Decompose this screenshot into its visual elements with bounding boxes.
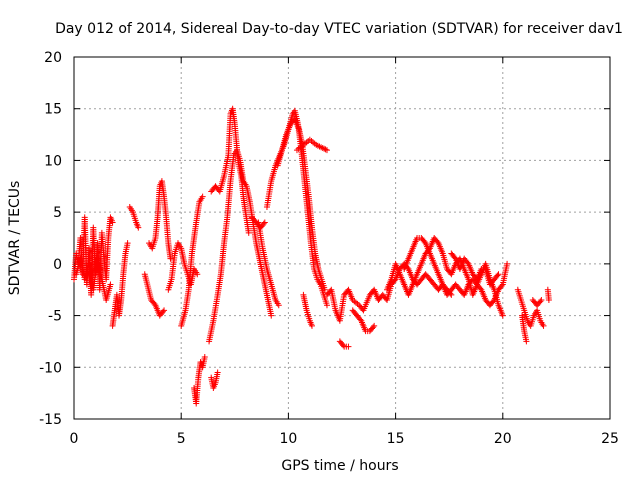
data-point	[261, 219, 268, 226]
y-tick-label: -10	[39, 360, 62, 376]
data-point	[214, 369, 221, 376]
chart-title: Day 012 of 2014, Sidereal Day-to-day VTE…	[55, 21, 623, 37]
data-point	[370, 324, 377, 331]
data-point	[523, 338, 530, 345]
x-tick-label: 10	[279, 431, 297, 447]
data-point	[498, 282, 505, 289]
x-axis-label: GPS time / hours	[281, 458, 398, 474]
y-axis-label: SDTVAR / TECUs	[7, 181, 23, 296]
data-point	[245, 229, 252, 236]
data-point	[260, 220, 267, 227]
y-tick-label: 20	[44, 50, 62, 66]
data-point	[151, 300, 158, 307]
y-tick-label: 10	[44, 153, 62, 169]
x-tick-label: 0	[70, 431, 79, 447]
data-point	[323, 302, 330, 309]
y-tick-label: 15	[44, 102, 62, 118]
data-point	[321, 145, 328, 152]
data-point	[268, 312, 275, 319]
data-point	[135, 224, 142, 231]
data-point	[109, 219, 116, 226]
data-point	[159, 308, 166, 315]
data-point	[357, 316, 364, 323]
data-point	[540, 322, 547, 329]
y-tick-label: 0	[53, 257, 62, 273]
x-tick-label: 15	[387, 431, 405, 447]
y-tick-label: 5	[53, 205, 62, 221]
data-point	[199, 193, 206, 200]
data-point	[499, 312, 506, 319]
data-point	[448, 291, 455, 298]
data-point	[201, 353, 208, 360]
data-point	[321, 286, 328, 293]
data-point	[167, 255, 174, 262]
data-point	[161, 307, 168, 314]
data-point	[504, 260, 511, 267]
data-point	[421, 238, 428, 245]
y-tick-labels: -15 -10 -5 0 5 10 15 20	[39, 50, 62, 428]
data-point	[494, 272, 501, 279]
data-point	[451, 254, 458, 261]
x-tick-labels: 0 5 10 15 20 25	[70, 431, 619, 447]
data-points	[71, 105, 552, 407]
data-point	[319, 145, 326, 152]
x-tick-label: 25	[601, 431, 619, 447]
data-point	[537, 298, 544, 305]
data-point	[345, 343, 352, 350]
data-point	[340, 342, 347, 349]
x-tick-label: 20	[494, 431, 512, 447]
x-tick-label: 5	[177, 431, 186, 447]
y-tick-label: -15	[39, 412, 62, 428]
data-point	[434, 238, 441, 245]
data-point	[447, 290, 454, 297]
data-point	[194, 271, 201, 278]
data-point	[371, 322, 378, 329]
y-tick-label: -5	[48, 309, 62, 325]
data-point	[464, 259, 471, 266]
data-point	[323, 147, 330, 154]
data-point	[495, 271, 502, 278]
data-point	[275, 302, 282, 309]
data-point	[308, 322, 315, 329]
data-point	[107, 281, 114, 288]
data-point	[538, 297, 545, 304]
data-point	[545, 297, 552, 304]
data-point	[322, 146, 329, 153]
axis-ticks	[73, 56, 611, 420]
data-point	[124, 240, 131, 247]
plot-frame	[73, 56, 611, 420]
